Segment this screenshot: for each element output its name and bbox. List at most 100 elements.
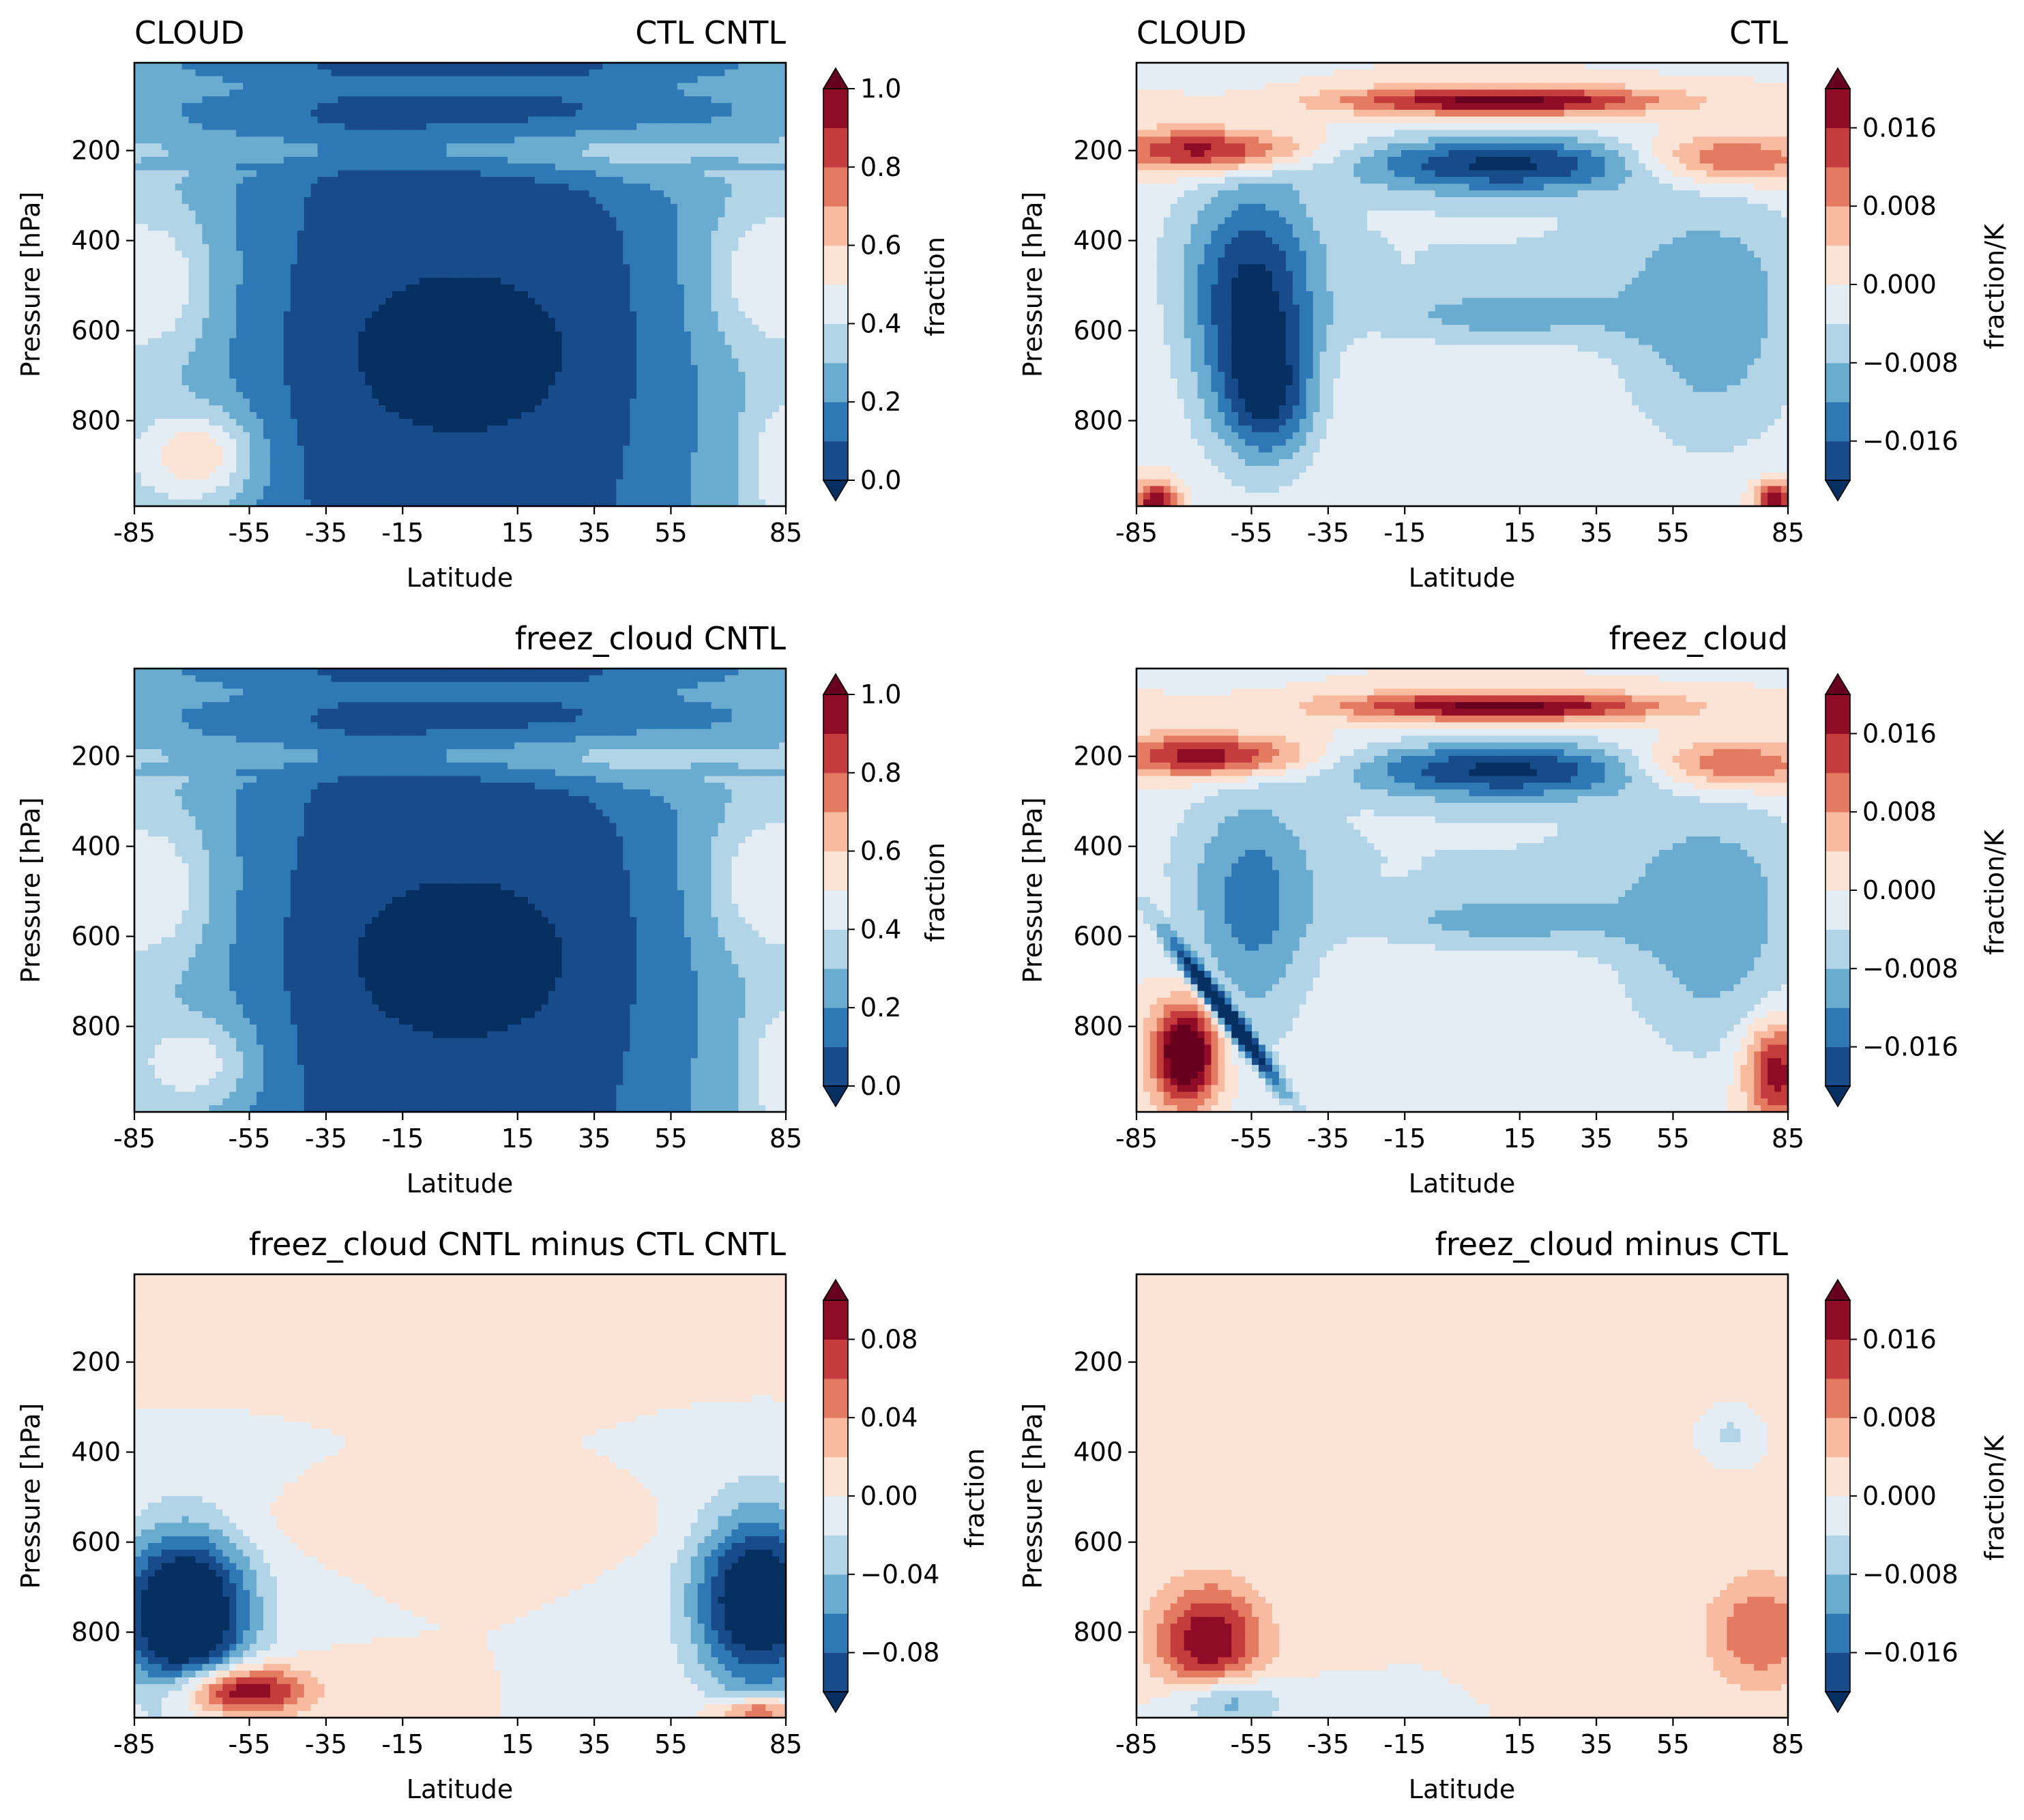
contour-cell	[508, 231, 515, 238]
contour-cell	[534, 304, 542, 312]
contour-cell	[521, 425, 529, 433]
contour-cell	[243, 486, 250, 493]
contour-cell	[405, 224, 413, 231]
contour-cell	[419, 479, 427, 487]
contour-cell	[216, 358, 223, 366]
contour-cell	[297, 224, 305, 231]
contour-cell	[453, 378, 461, 386]
contour-cell	[372, 63, 379, 70]
contour-cell	[188, 284, 196, 292]
contour-cell	[426, 358, 434, 366]
contour-cell	[596, 257, 604, 265]
contour-cell	[269, 284, 278, 292]
contour-cell	[643, 69, 651, 77]
contour-cell	[453, 405, 461, 413]
contour-cell	[344, 304, 352, 312]
contour-cell	[202, 325, 210, 332]
contour-cell	[324, 297, 332, 306]
contour-cell	[365, 398, 372, 406]
contour-cell	[324, 344, 332, 353]
contour-cell	[568, 439, 576, 446]
contour-cell	[534, 405, 542, 413]
contour-cell	[473, 392, 481, 400]
contour-cell	[209, 378, 216, 386]
contour-cell	[297, 452, 305, 460]
contour-cell	[602, 459, 610, 467]
contour-cell	[276, 358, 284, 366]
contour-cell	[412, 331, 420, 339]
contour-cell	[426, 203, 434, 211]
contour-cell	[338, 284, 345, 292]
contour-cell	[331, 338, 339, 346]
contour-cell	[398, 499, 407, 507]
contour-cell	[344, 103, 352, 111]
contour-cell	[589, 297, 597, 306]
contour-cell	[623, 143, 630, 151]
contour-cell	[508, 385, 515, 393]
contour-cell	[134, 365, 142, 372]
contour-cell	[161, 217, 169, 224]
contour-cell	[216, 297, 223, 306]
contour-cell	[467, 203, 474, 211]
contour-cell	[405, 156, 413, 164]
contour-cell	[636, 304, 644, 312]
contour-cell	[514, 344, 522, 353]
contour-cell	[324, 493, 332, 500]
contour-cell	[256, 244, 264, 252]
contour-cell	[263, 150, 271, 158]
contour-cell	[568, 184, 576, 191]
contour-cell	[446, 250, 454, 259]
contour-cell	[304, 257, 312, 265]
contour-cell	[392, 116, 400, 124]
contour-cell	[555, 311, 563, 319]
contour-cell	[168, 244, 176, 252]
contour-cell	[195, 425, 203, 433]
contour-cell	[161, 130, 169, 137]
contour-cell	[527, 150, 536, 158]
contour-cell	[589, 493, 597, 500]
contour-cell	[548, 432, 556, 440]
contour-cell	[432, 372, 441, 379]
contour-cell	[331, 439, 339, 446]
contour-cell	[195, 351, 203, 359]
contour-cell	[473, 96, 481, 104]
contour-cell	[568, 271, 576, 278]
contour-cell	[426, 405, 434, 413]
contour-cell	[188, 244, 196, 252]
contour-cell	[283, 499, 291, 507]
contour-cell	[269, 291, 278, 299]
contour-cell	[521, 217, 529, 224]
contour-cell	[494, 109, 501, 117]
contour-cell	[643, 284, 651, 292]
contour-cell	[623, 351, 630, 359]
contour-cell	[398, 425, 407, 433]
contour-cell	[250, 83, 257, 90]
contour-cell	[623, 452, 630, 460]
contour-cell	[541, 331, 549, 339]
contour-cell	[263, 69, 271, 77]
contour-cell	[398, 472, 407, 480]
contour-cell	[263, 493, 271, 500]
contour-cell	[154, 297, 162, 306]
contour-cell	[222, 472, 230, 480]
contour-cell	[385, 405, 393, 413]
contour-cell	[609, 190, 617, 198]
contour-cell	[379, 116, 386, 124]
contour-cell	[168, 170, 176, 178]
contour-cell	[392, 89, 400, 97]
contour-cell	[351, 150, 359, 158]
contour-cell	[276, 109, 284, 117]
contour-cell	[263, 344, 271, 353]
contour-cell	[310, 264, 319, 271]
contour-cell	[147, 445, 156, 453]
contour-cell	[181, 257, 190, 265]
contour-cell	[351, 271, 359, 278]
contour-cell	[419, 177, 427, 184]
contour-cell	[290, 89, 298, 97]
contour-cell	[527, 291, 536, 299]
contour-cell	[209, 439, 216, 446]
contour-cell	[250, 465, 257, 473]
contour-cell	[134, 177, 142, 184]
contour-cell	[616, 264, 624, 271]
contour-cell	[379, 143, 386, 151]
